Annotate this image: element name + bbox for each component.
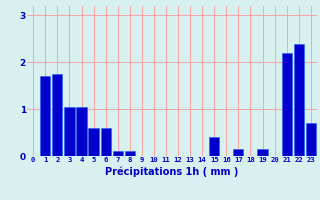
Bar (209, 137, 220, 156)
Bar (113, 151, 123, 156)
Bar (282, 53, 292, 156)
Bar (40, 76, 51, 156)
Bar (52, 74, 62, 156)
Bar (124, 151, 135, 156)
Bar (100, 128, 111, 156)
Bar (257, 149, 268, 156)
Bar (306, 123, 316, 156)
X-axis label: Précipitations 1h ( mm ): Précipitations 1h ( mm ) (105, 166, 239, 177)
Bar (293, 44, 304, 156)
Bar (88, 128, 99, 156)
Bar (64, 107, 75, 156)
Bar (76, 107, 87, 156)
Bar (233, 149, 244, 156)
